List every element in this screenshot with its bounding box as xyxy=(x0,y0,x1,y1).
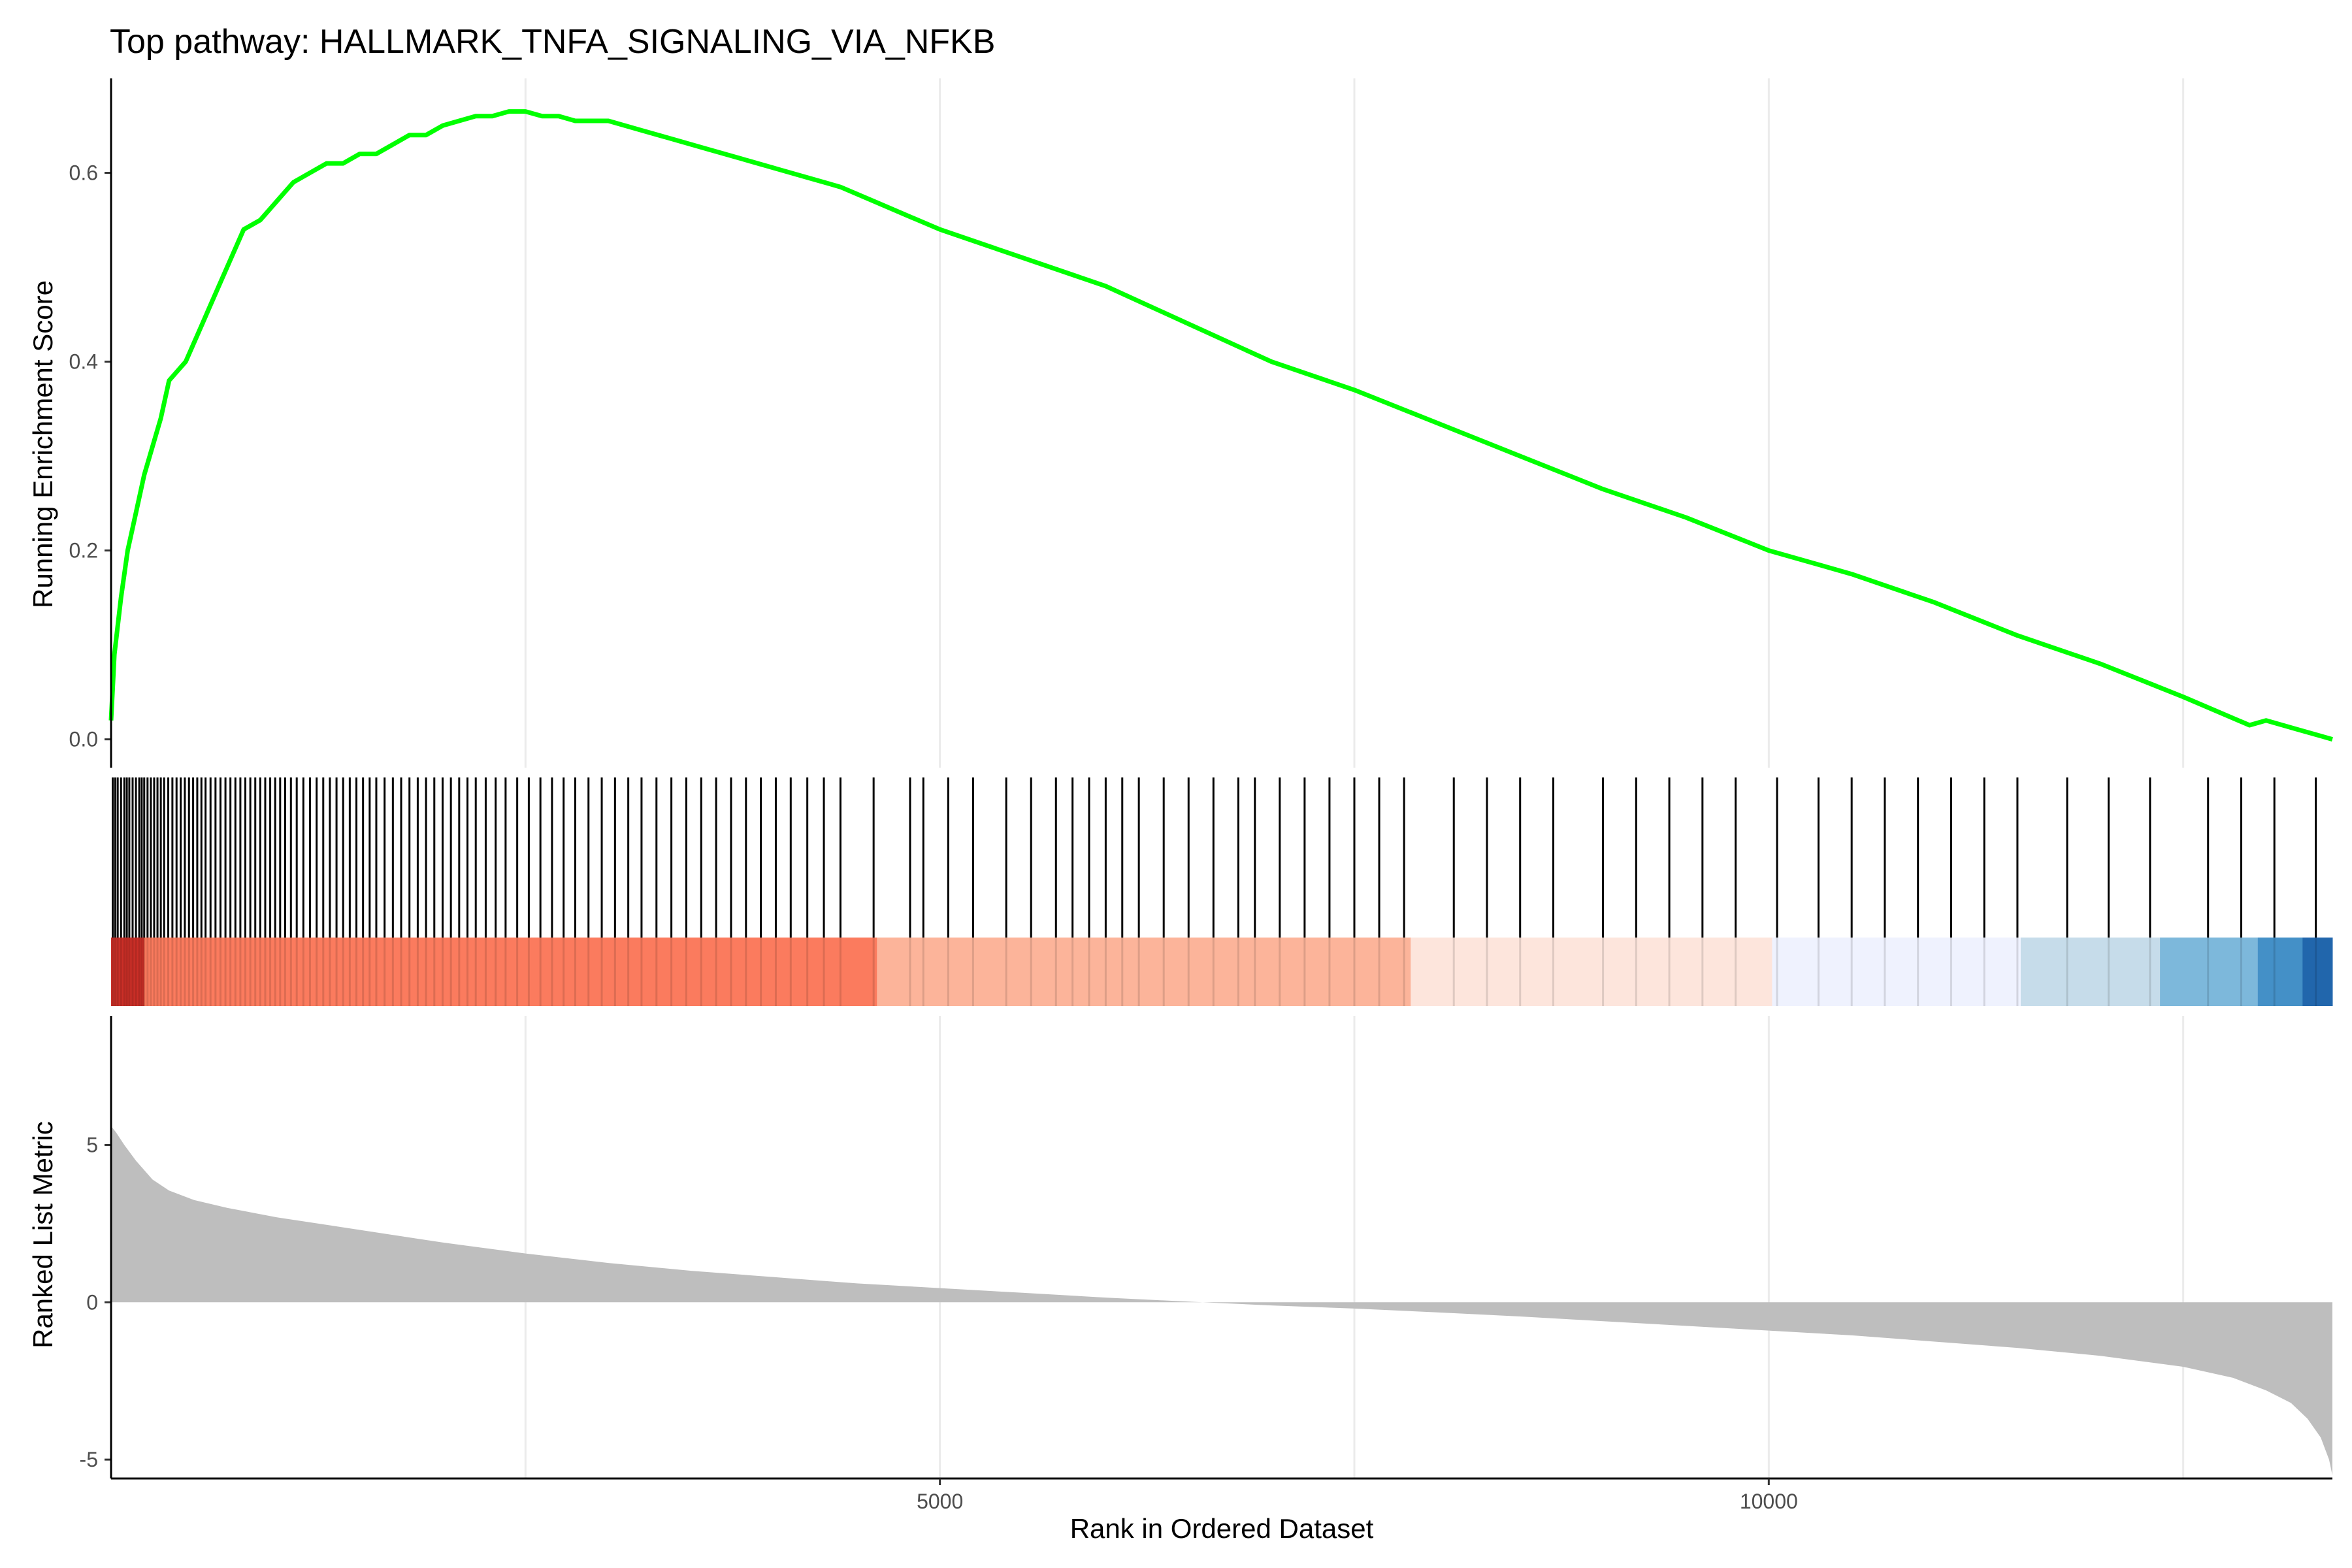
heatmap-band xyxy=(111,938,145,1006)
y-tick-label-es: 0.0 xyxy=(69,728,98,751)
heatmap-band xyxy=(877,938,1411,1006)
heatmap-band xyxy=(144,938,877,1006)
heatmap-band xyxy=(1411,938,1772,1006)
y-tick-label-metric: 5 xyxy=(86,1133,98,1156)
y-tick-label-es: 0.6 xyxy=(69,161,98,185)
heatmap-band xyxy=(1772,938,2021,1006)
x-tick-label: 5000 xyxy=(917,1490,963,1513)
ranked-metric-area xyxy=(111,1126,2332,1476)
y-axis-label-es: Running Enrichment Score xyxy=(27,280,58,608)
ranked-metric-panel xyxy=(111,1126,2332,1476)
chart-title: Top pathway: HALLMARK_TNFA_SIGNALING_VIA… xyxy=(110,23,996,61)
running-enrichment-panel xyxy=(108,109,2333,742)
y-tick-label-metric: 0 xyxy=(86,1290,98,1314)
heatmap-band xyxy=(2160,938,2259,1006)
y-tick-label-metric: -5 xyxy=(80,1448,98,1471)
heatmap-band xyxy=(2302,938,2333,1006)
y-tick-label-es: 0.4 xyxy=(69,350,98,374)
x-tick-label: 10000 xyxy=(1740,1490,1798,1513)
y-axis-label-metric: Ranked List Metric xyxy=(27,1121,58,1348)
x-gridlines xyxy=(524,78,2185,1478)
heatmap-band xyxy=(2257,938,2303,1006)
y-tick-label-es: 0.2 xyxy=(69,539,98,563)
axes: 0.0 0.2 0.4 0.6 -5 0 5 5000 10000 xyxy=(69,78,2332,1513)
x-axis-label: Rank in Ordered Dataset xyxy=(1070,1513,1374,1544)
heatmap-band xyxy=(2020,938,2161,1006)
gene-hits-panel xyxy=(112,777,2317,938)
rank-heatmap xyxy=(111,938,2333,1006)
running-enrichment-line xyxy=(108,109,2333,742)
